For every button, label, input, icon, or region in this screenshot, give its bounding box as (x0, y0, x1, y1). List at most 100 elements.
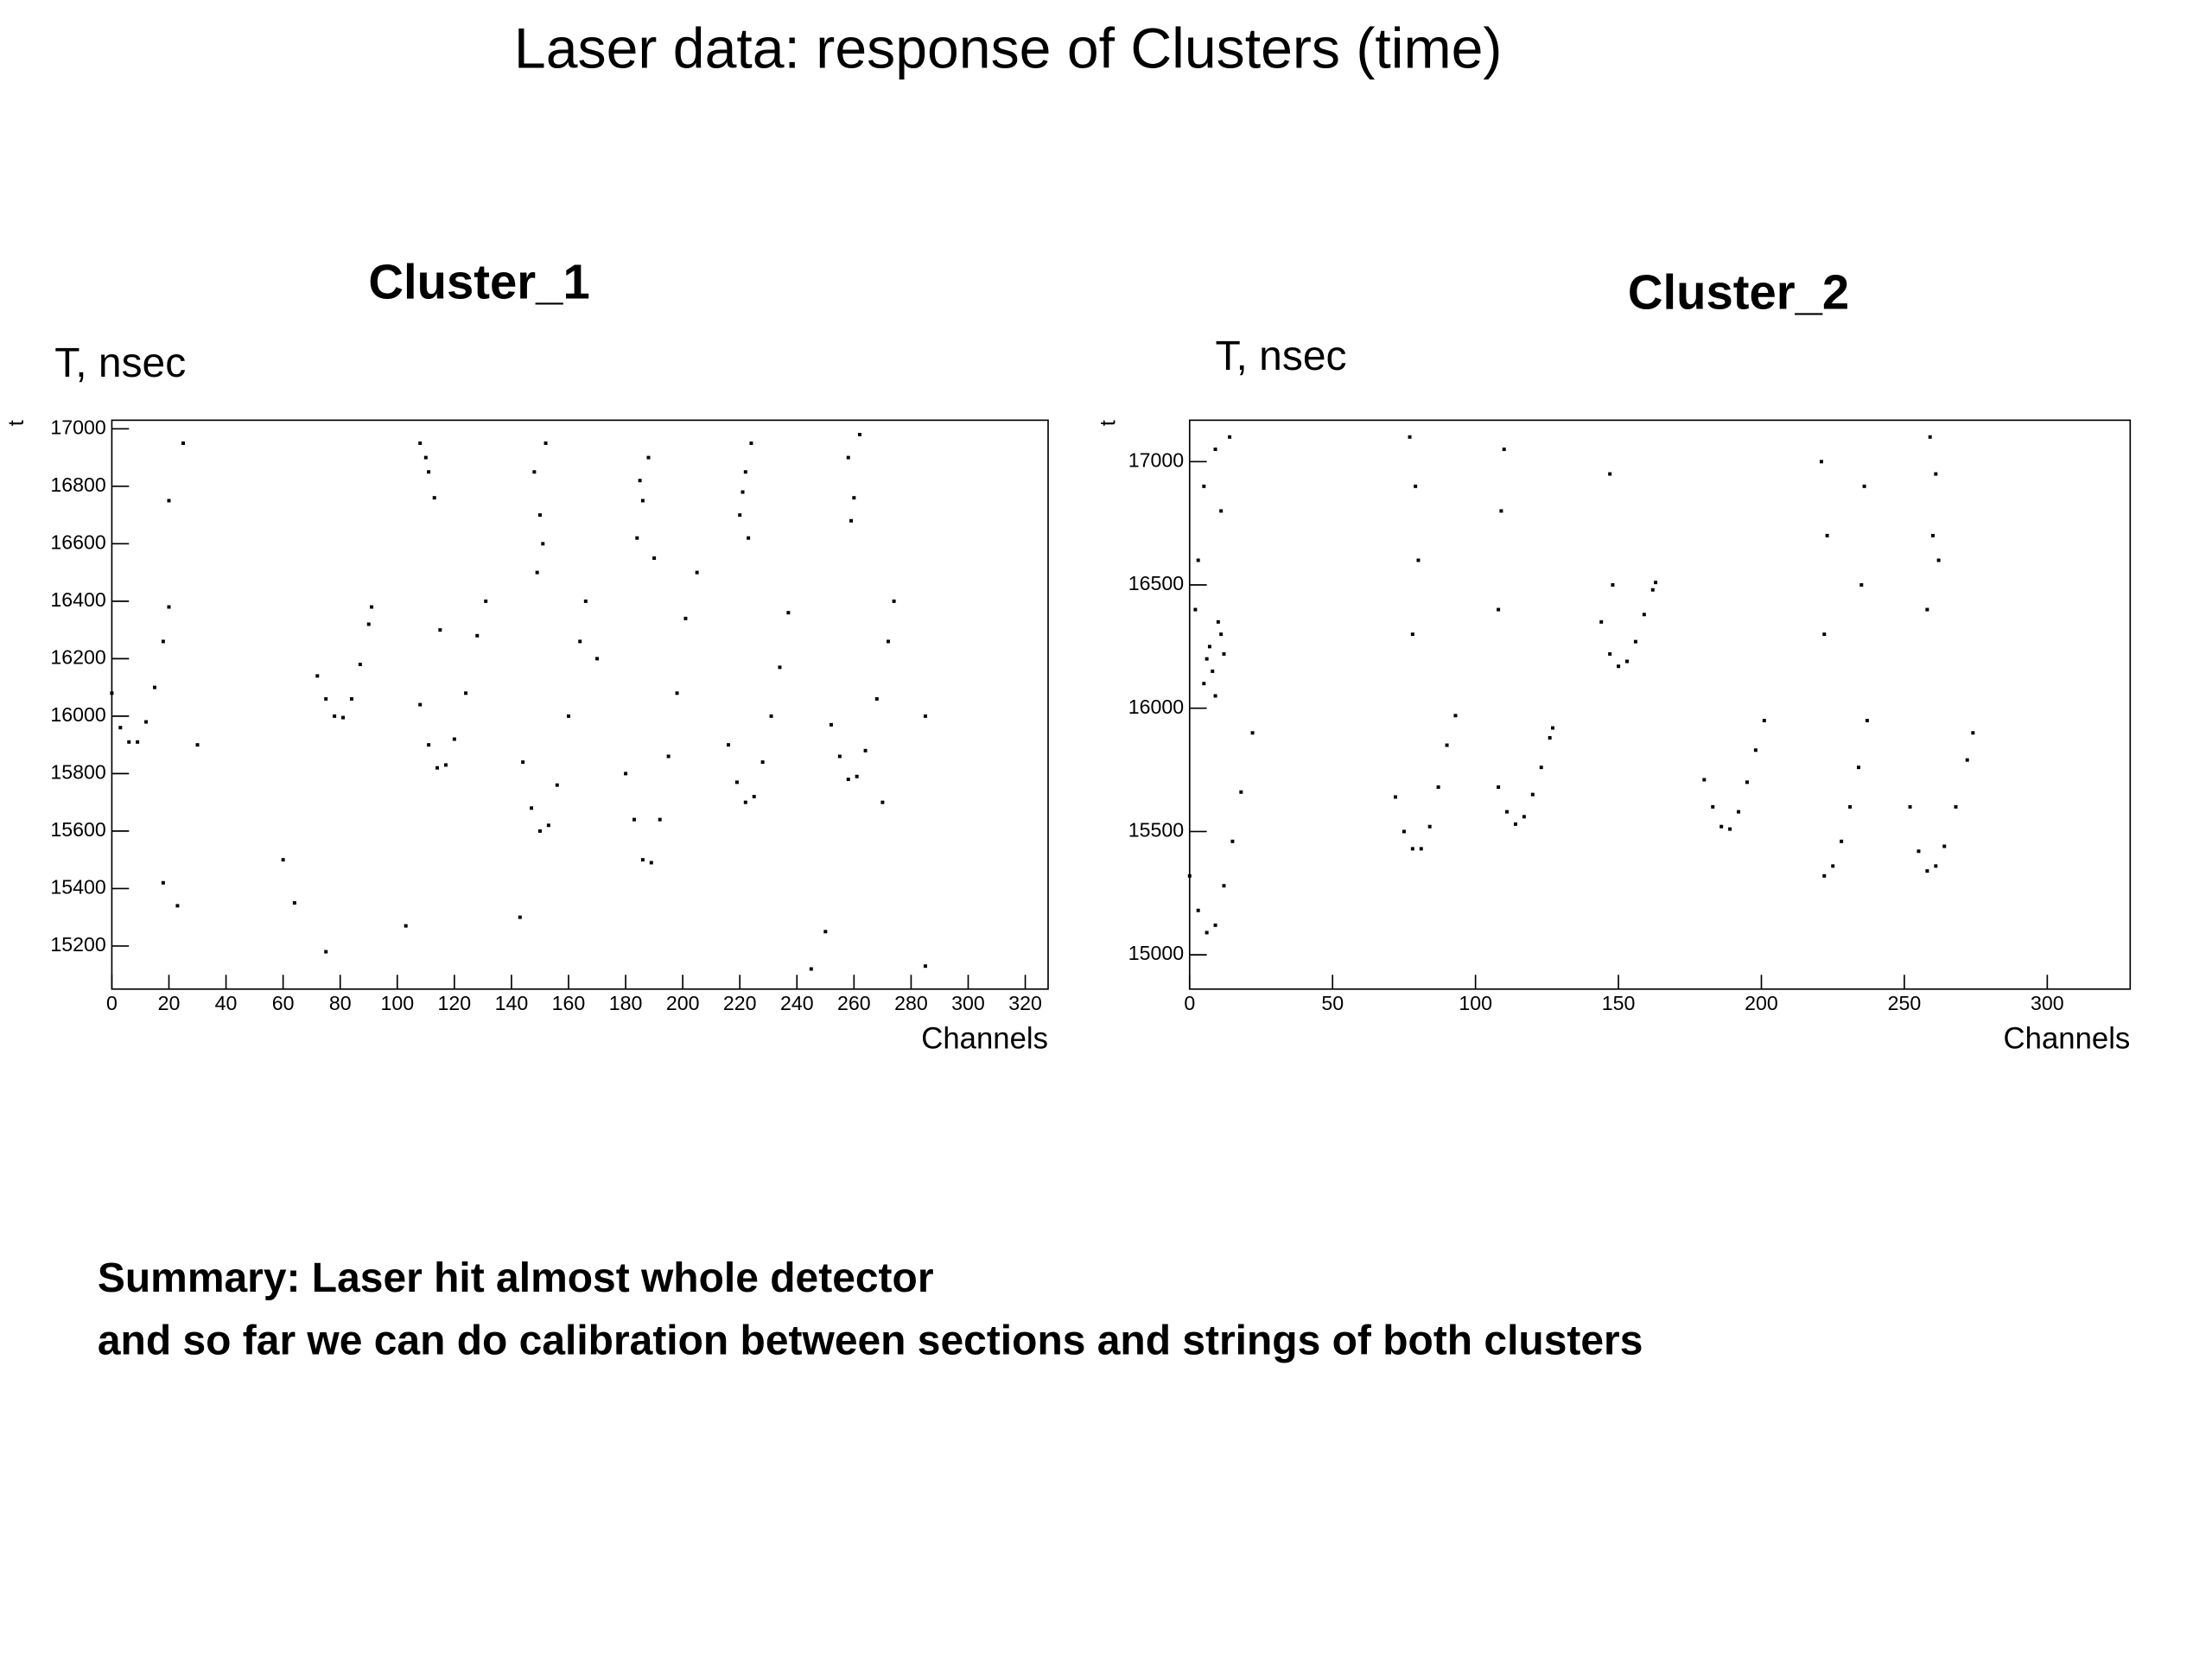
point (1402, 829, 1406, 834)
x-tick-label: 160 (552, 992, 586, 1014)
point (1608, 651, 1612, 656)
point (652, 556, 657, 560)
point (1548, 735, 1552, 740)
point (181, 441, 186, 445)
point (632, 817, 636, 822)
x-tick-label: 250 (1888, 992, 1922, 1014)
point (127, 740, 131, 744)
x-tick-label: 60 (272, 992, 295, 1014)
point (760, 760, 765, 765)
point (1419, 847, 1423, 851)
point (452, 737, 456, 741)
y-axis-label: t (5, 420, 29, 426)
point (638, 479, 642, 483)
point (1250, 731, 1255, 735)
point (1925, 869, 1929, 873)
point (823, 930, 828, 934)
point (535, 570, 539, 575)
x-axis-label: Channels (2004, 1023, 2131, 1056)
point (658, 817, 662, 822)
point (852, 496, 856, 500)
x-tick-label: 0 (1184, 992, 1195, 1014)
point (743, 800, 747, 804)
x-tick-label: 120 (438, 992, 472, 1014)
point (1719, 824, 1724, 829)
point (640, 499, 645, 503)
point (1611, 583, 1615, 587)
point (1936, 558, 1941, 562)
point (435, 765, 440, 770)
point (649, 861, 653, 865)
point (537, 513, 542, 518)
point (358, 663, 362, 667)
point (370, 605, 374, 609)
point (546, 823, 550, 828)
y-axis-label: t (1097, 420, 1121, 426)
x-tick-label: 140 (495, 992, 529, 1014)
x-tick-label: 260 (837, 992, 871, 1014)
point (1394, 795, 1397, 799)
point (161, 880, 165, 885)
point (1410, 847, 1414, 851)
point (1965, 758, 1969, 762)
point (747, 536, 751, 540)
point (855, 774, 859, 778)
x-tick-label: 180 (609, 992, 643, 1014)
point (423, 455, 428, 460)
point (1205, 657, 1209, 661)
point (567, 714, 570, 718)
y-tick-label: 16600 (50, 530, 105, 553)
y-tick-label: 16000 (50, 703, 105, 726)
chart-title: Cluster_2 (1628, 264, 1849, 319)
x-tick-label: 0 (106, 992, 118, 1014)
point (1908, 804, 1912, 809)
y-tick-label: 15500 (1128, 819, 1184, 842)
point (778, 665, 782, 670)
point (1436, 785, 1440, 790)
point (281, 858, 285, 862)
point (829, 722, 833, 727)
point (786, 611, 791, 615)
point (1222, 884, 1226, 888)
point (1857, 765, 1860, 770)
point (1416, 558, 1421, 562)
x-axis-label: Channels (921, 1023, 1048, 1056)
point (555, 783, 559, 787)
point (880, 800, 885, 804)
point (749, 441, 753, 445)
point (837, 754, 842, 759)
point (1934, 472, 1938, 476)
y-tick-label: 15400 (50, 876, 105, 899)
point (1228, 435, 1232, 439)
point (333, 714, 337, 718)
point (1497, 607, 1501, 612)
point (1599, 619, 1604, 624)
point (1934, 864, 1938, 868)
point (341, 715, 346, 720)
point (1410, 632, 1414, 637)
point (1745, 780, 1749, 785)
point (1825, 533, 1829, 537)
point (583, 599, 588, 603)
point (1608, 472, 1612, 476)
x-tick-label: 280 (894, 992, 928, 1014)
point (683, 616, 688, 620)
point (1848, 804, 1853, 809)
x-tick-label: 150 (1602, 992, 1636, 1014)
point (752, 795, 756, 798)
point (1408, 435, 1412, 439)
point (923, 714, 927, 718)
summary-line: Summary: Laser hit almost whole detector (98, 1255, 934, 1301)
x-tick-label: 200 (1745, 992, 1778, 1014)
point (1196, 908, 1200, 912)
point (404, 924, 408, 928)
y-tick-label: 17000 (50, 416, 105, 438)
point (1642, 613, 1646, 617)
x-tick-label: 80 (329, 992, 352, 1014)
point (1822, 873, 1827, 878)
point (1550, 726, 1554, 730)
point (1222, 651, 1226, 656)
point (324, 950, 328, 954)
slide-title: Laser data: response of Clusters (time) (514, 17, 1503, 81)
